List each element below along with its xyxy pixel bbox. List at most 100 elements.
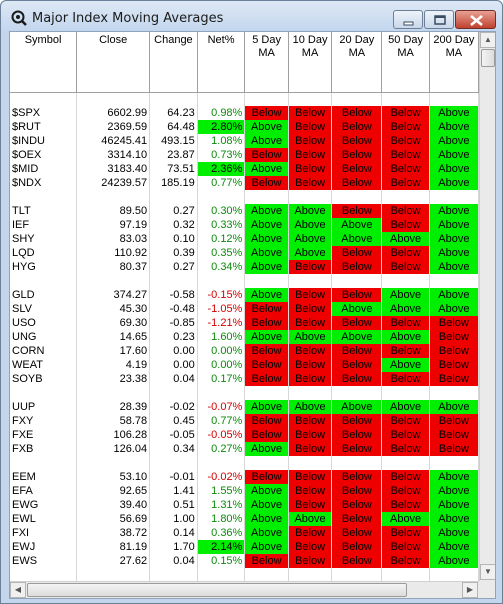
ma-status-cell: Below	[429, 428, 479, 442]
table-row[interactable]: EWG 39.40 0.51 1.31% Above Below Below Below Abo…	[10, 498, 479, 512]
table-row[interactable]: GLD 374.27 -0.58 -0.15% Above Below Below Above…	[10, 288, 479, 302]
col-ma200[interactable]: 200 Day MA	[429, 32, 479, 93]
spacer-cell	[244, 568, 289, 581]
scroll-left-icon[interactable]: ◀	[10, 582, 26, 598]
col-ma20[interactable]: 20 Day MA	[331, 32, 383, 93]
horizontal-scrollbar[interactable]: ◀ ▶	[10, 581, 479, 598]
table-row[interactable]: FXB 126.04 0.34 0.27% Above Below Below Below Be…	[10, 442, 479, 456]
ma-status-cell: Above	[244, 246, 289, 260]
spacer-cell	[381, 386, 430, 400]
close-cell: 81.19	[76, 540, 151, 554]
maximize-button[interactable]	[424, 10, 454, 29]
col-symbol[interactable]: Symbol	[10, 32, 78, 93]
table-row[interactable]: EWL 56.69 1.00 1.80% Above Above Below Above Abo…	[10, 512, 479, 526]
table-row[interactable]: CORN 17.60 0.00 0.00% Below Below Below Below Be…	[10, 344, 479, 358]
spacer-cell	[149, 92, 198, 106]
net-percent-cell: 2.14%	[197, 540, 246, 554]
ma-status-cell: Above	[244, 498, 289, 512]
vertical-scrollbar[interactable]: ▲ ▼	[479, 32, 495, 581]
col-change[interactable]: Change	[149, 32, 198, 93]
table-row[interactable]: $NDX 24239.57 185.19 0.77% Below Below Below Be…	[10, 176, 479, 190]
change-cell: 0.00	[149, 344, 198, 358]
table-row[interactable]: $OEX 3314.10 23.87 0.73% Below Below Below Belo…	[10, 148, 479, 162]
ma-status-cell: Below	[288, 526, 333, 540]
col-ma5[interactable]: 5 Day MA	[244, 32, 289, 93]
scroll-right-icon[interactable]: ▶	[462, 582, 478, 598]
table-row[interactable]: FXE 106.28 -0.05 -0.05% Below Below Below Below…	[10, 428, 479, 442]
ma-status-cell: Below	[381, 470, 430, 484]
ma-status-cell: Above	[429, 288, 479, 302]
table-row[interactable]: $INDU 46245.41 493.15 1.08% Above Below Below B…	[10, 134, 479, 148]
spacer-cell	[331, 190, 383, 204]
scroll-down-icon[interactable]: ▼	[480, 564, 495, 580]
ma-status-cell: Above	[429, 176, 479, 190]
ma-status-cell: Below	[331, 428, 383, 442]
horizontal-scroll-thumb[interactable]	[27, 583, 407, 597]
net-percent-cell: 1.80%	[197, 512, 246, 526]
change-cell: 0.27	[149, 204, 198, 218]
table-row[interactable]: FXY 58.78 0.45 0.77% Below Below Below Below Bel…	[10, 414, 479, 428]
ma-status-cell: Above	[288, 400, 333, 414]
ma-status-cell: Below	[331, 344, 383, 358]
table-row[interactable]: SLV 45.30 -0.48 -1.05% Below Below Above Above A…	[10, 302, 479, 316]
spacer-cell	[149, 386, 198, 400]
ma-status-cell: Below	[288, 540, 333, 554]
table-row[interactable]: IEF 97.19 0.32 0.33% Above Above Above Below Abo…	[10, 218, 479, 232]
table-row[interactable]: EFA 92.65 1.41 1.55% Above Below Below Below Abo…	[10, 484, 479, 498]
table-row[interactable]: USO 69.30 -0.85 -1.21% Below Below Below Below B…	[10, 316, 479, 330]
table-row[interactable]: TLT 89.50 0.27 0.30% Above Above Below Below Abo…	[10, 204, 479, 218]
ma-status-cell: Above	[429, 540, 479, 554]
col-ma50[interactable]: 50 Day MA	[381, 32, 430, 93]
close-button[interactable]	[455, 10, 496, 29]
spacer-cell	[381, 190, 430, 204]
vertical-scroll-thumb[interactable]	[481, 49, 495, 67]
col-net[interactable]: Net%	[197, 32, 246, 93]
title-bar[interactable]: Major Index Moving Averages	[1, 1, 502, 30]
col-ma10[interactable]: 10 Day MA	[288, 32, 333, 93]
spacer-cell	[331, 92, 383, 106]
table-row[interactable]: HYG 80.37 0.27 0.34% Above Below Below Below Abo…	[10, 260, 479, 274]
data-grid[interactable]: Symbol Close Change Net% 5 Day MA 10 Day M…	[10, 32, 479, 581]
table-row[interactable]: EWJ 81.19 1.70 2.14% Above Below Below Below Abo…	[10, 540, 479, 554]
index-table: Symbol Close Change Net% 5 Day MA 10 Day M…	[10, 32, 479, 581]
table-row[interactable]: UUP 28.39 -0.02 -0.07% Above Above Above Above A…	[10, 400, 479, 414]
change-cell: 0.10	[149, 232, 198, 246]
close-cell: 38.72	[76, 526, 151, 540]
symbol-cell: EFA	[10, 484, 78, 498]
ma-status-cell: Below	[331, 526, 383, 540]
change-cell: 0.04	[149, 554, 198, 568]
net-percent-cell: 1.60%	[197, 330, 246, 344]
net-percent-cell: 0.30%	[197, 204, 246, 218]
table-row[interactable]: UNG 14.65 0.23 1.60% Above Above Above Above Bel…	[10, 330, 479, 344]
spacer-cell	[288, 386, 333, 400]
spacer-cell	[197, 190, 246, 204]
ma-status-cell: Above	[381, 358, 430, 372]
table-row[interactable]: FXI 38.72 0.14 0.36% Above Below Below Below Abo…	[10, 526, 479, 540]
scroll-up-icon[interactable]: ▲	[480, 32, 495, 48]
table-row[interactable]: EEM 53.10 -0.01 -0.02% Below Below Below Below A…	[10, 470, 479, 484]
spacer-cell	[244, 274, 289, 288]
table-row[interactable]: SHY 83.03 0.10 0.12% Above Above Above Above Abo…	[10, 232, 479, 246]
net-percent-cell: 1.31%	[197, 498, 246, 512]
table-row[interactable]: LQD 110.92 0.39 0.35% Above Above Below Below Ab…	[10, 246, 479, 260]
table-row[interactable]: $RUT 2369.59 64.48 2.80% Above Below Below Belo…	[10, 120, 479, 134]
ma-status-cell: Below	[244, 176, 289, 190]
col-close[interactable]: Close	[76, 32, 151, 93]
spacer-cell	[149, 190, 198, 204]
ma-status-cell: Below	[429, 442, 479, 456]
table-row[interactable]: SOYB 23.38 0.04 0.17% Below Below Below Below Be…	[10, 372, 479, 386]
spacer-cell	[244, 386, 289, 400]
table-row[interactable]: $SPX 6602.99 64.23 0.98% Below Below Below Belo…	[10, 106, 479, 120]
table-row[interactable]: $MID 3183.40 73.51 2.36% Above Below Below Belo…	[10, 162, 479, 176]
minimize-button[interactable]	[393, 10, 423, 29]
ma-status-cell: Below	[288, 148, 333, 162]
ma-status-cell: Below	[331, 316, 383, 330]
change-cell: 1.70	[149, 540, 198, 554]
symbol-cell: EWG	[10, 498, 78, 512]
ma-status-cell: Above	[429, 232, 479, 246]
table-row[interactable]: WEAT 4.19 0.00 0.00% Below Below Below Above Bel…	[10, 358, 479, 372]
ma-status-cell: Below	[381, 260, 430, 274]
table-row[interactable]: EWS 27.62 0.04 0.15% Below Below Below Below Abo…	[10, 554, 479, 568]
change-cell: -0.01	[149, 470, 198, 484]
ma-status-cell: Above	[429, 554, 479, 568]
